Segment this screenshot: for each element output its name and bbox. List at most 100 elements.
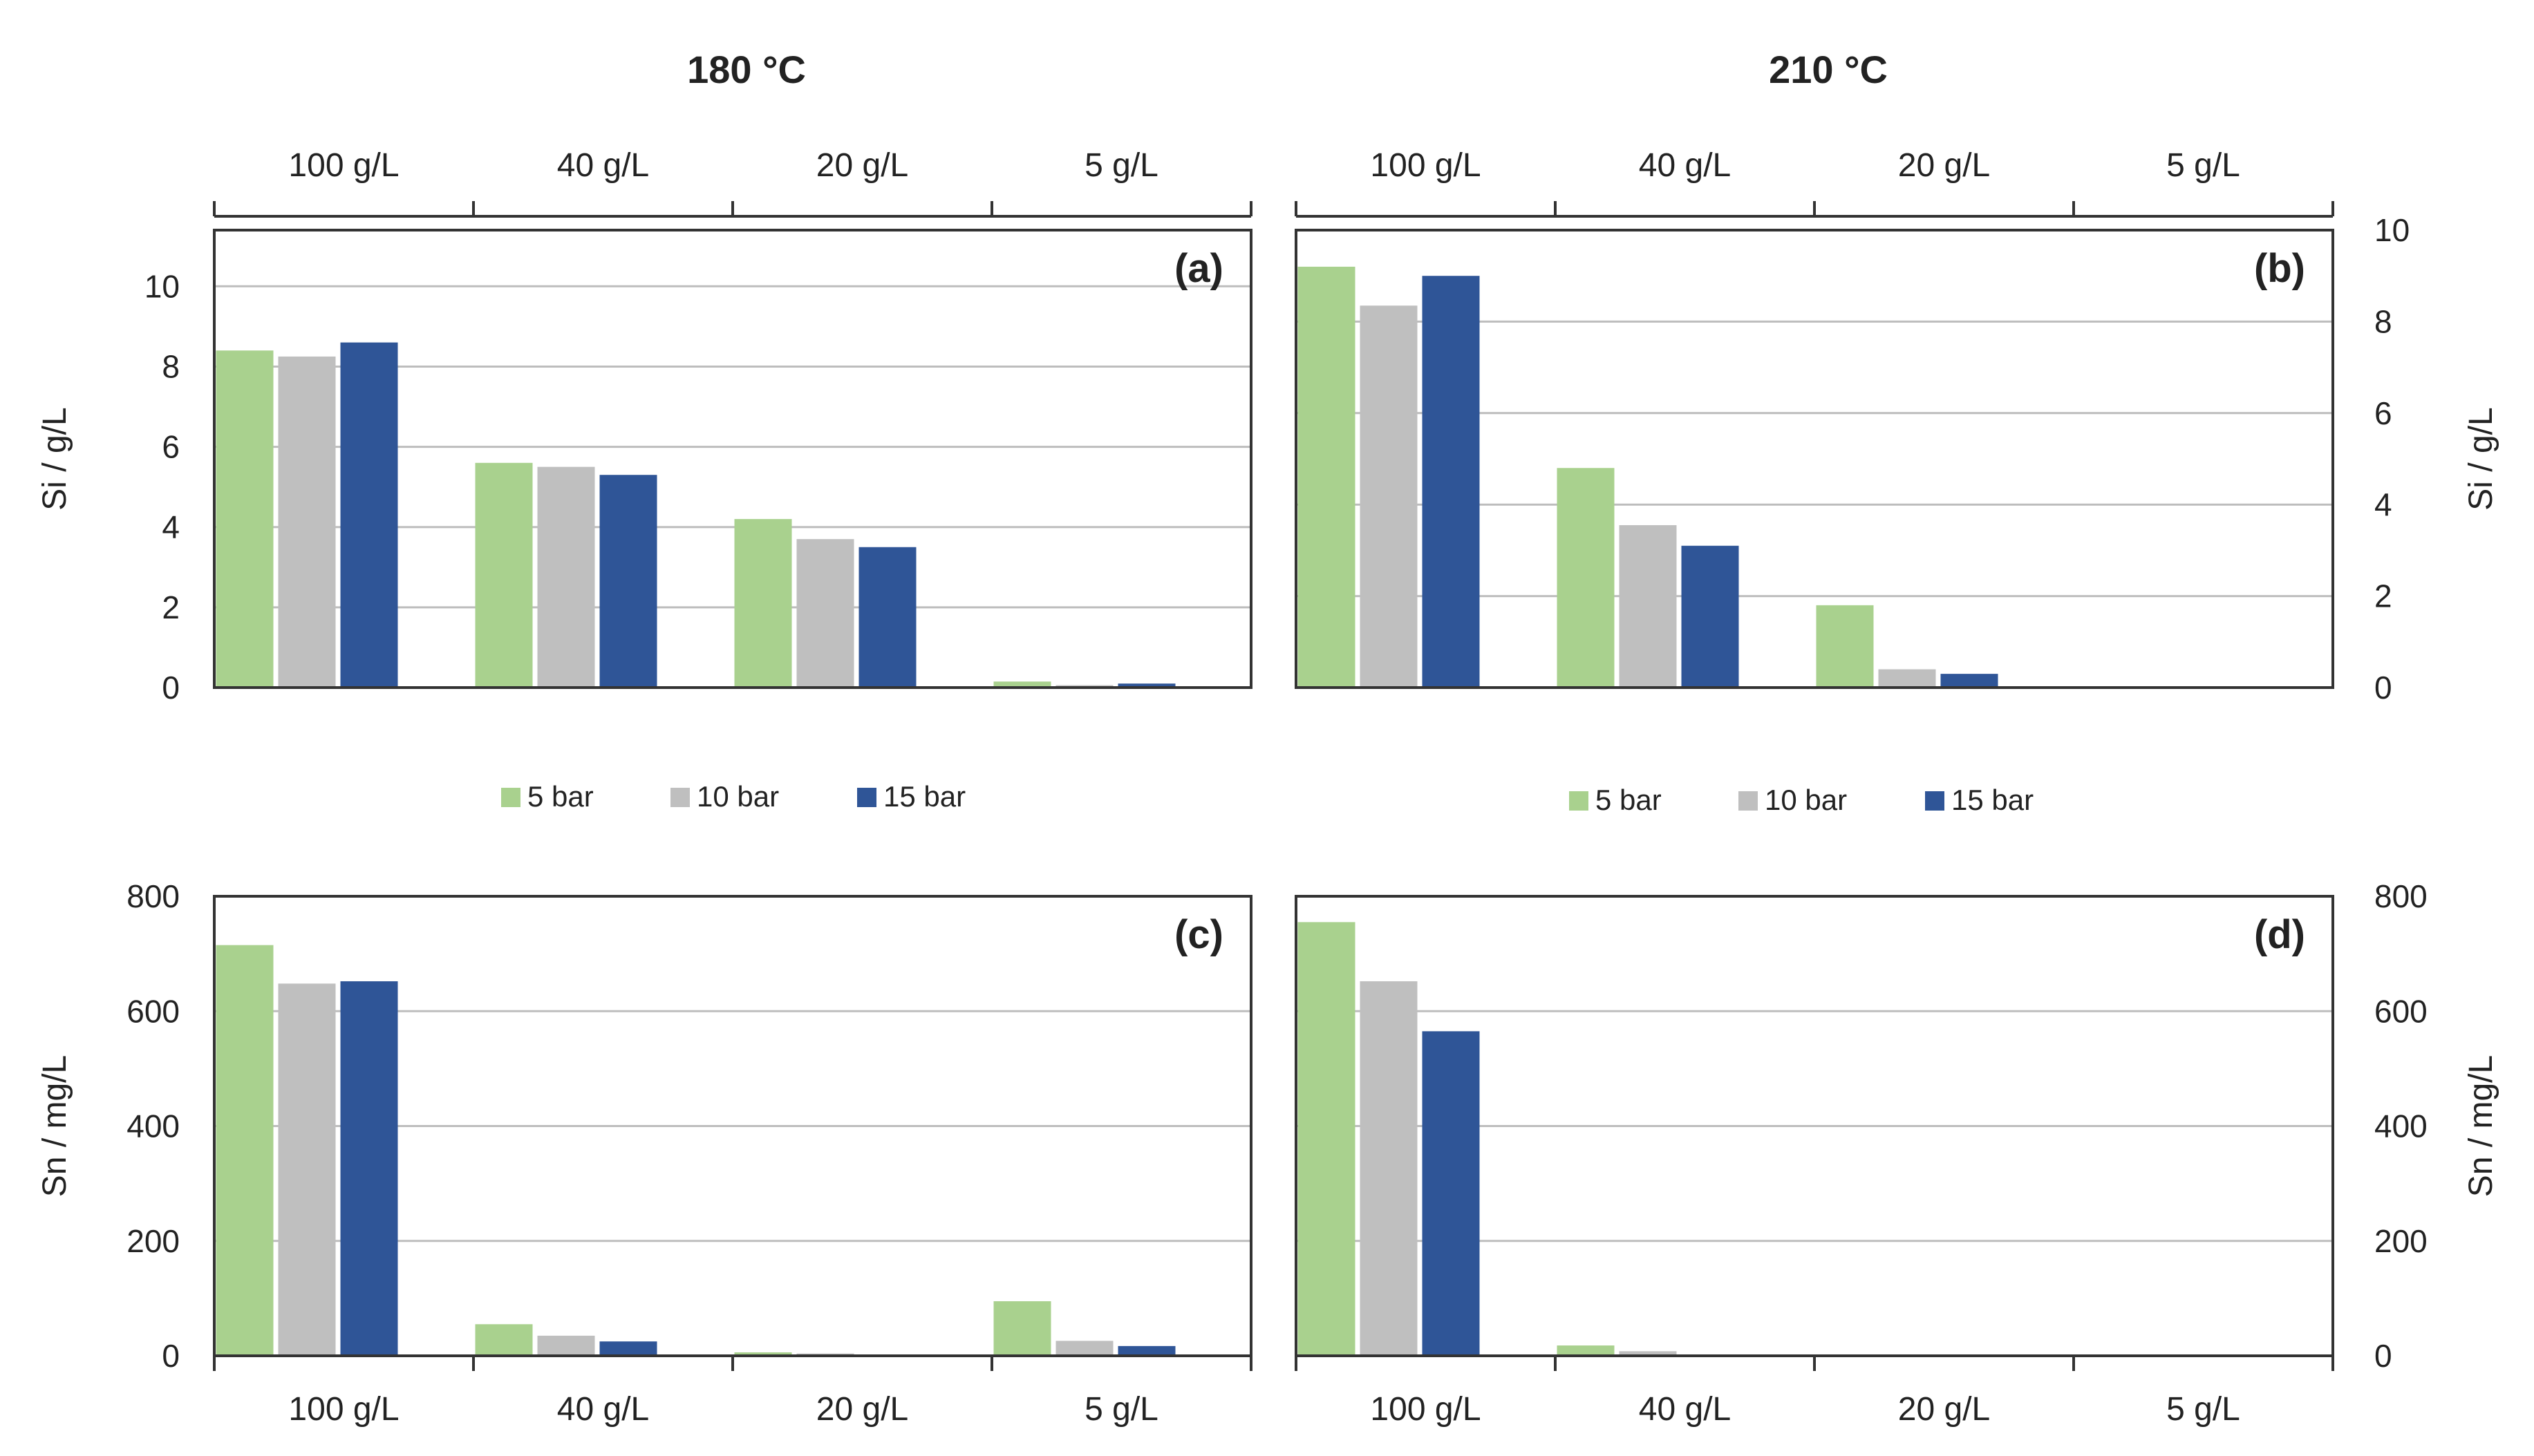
y-tick-label: 6 [2374, 395, 2392, 431]
bar-a-5-bar-2 [734, 519, 792, 688]
legend-swatch [1569, 791, 1588, 811]
bar-c-15-bar-0 [340, 981, 398, 1356]
bar-b-5-bar-2 [1816, 605, 1874, 688]
bar-a-15-bar-3 [1118, 683, 1176, 688]
category-label: 5 g/L [2166, 147, 2240, 184]
legend-swatch [1925, 791, 1944, 811]
y-tick-label: 600 [126, 993, 180, 1029]
y-tick-label: 400 [2374, 1108, 2428, 1144]
bar-c-10-bar-0 [278, 983, 336, 1356]
y-axis-label: Sn / mg/L [2463, 1055, 2499, 1197]
bar-b-10-bar-2 [1878, 669, 1936, 688]
y-tick-label: 8 [2374, 303, 2392, 339]
column-title-right: 210 °C [1769, 48, 1888, 91]
category-label: 100 g/L [288, 1391, 399, 1428]
legend-label: 15 bar [883, 780, 966, 813]
category-label: 20 g/L [816, 1391, 908, 1428]
y-axis-label: Si / g/L [37, 407, 73, 510]
legend-swatch [1738, 791, 1758, 811]
plot-frame [1295, 229, 2334, 689]
bar-a-10-bar-0 [278, 356, 336, 688]
y-tick-label: 10 [2374, 212, 2410, 248]
y-tick-label: 800 [2374, 878, 2428, 914]
bar-a-10-bar-1 [537, 466, 595, 688]
bar-d-15-bar-0 [1422, 1031, 1480, 1356]
y-axis-label: Sn / mg/L [37, 1055, 73, 1197]
category-label: 100 g/L [288, 147, 399, 184]
bar-d-10-bar-0 [1360, 981, 1418, 1356]
bar-b-5-bar-0 [1297, 266, 1355, 688]
bar-c-5-bar-2 [734, 1352, 792, 1356]
y-axis-label: Si / g/L [2463, 407, 2499, 510]
y-tick-label: 600 [2374, 993, 2428, 1029]
bar-a-5-bar-1 [475, 462, 533, 688]
legend-right: 5 bar 10 bar 15 bar [1569, 784, 2034, 816]
category-label: 5 g/L [2166, 1391, 2240, 1428]
y-tick-label: 400 [126, 1108, 180, 1144]
legend-swatch [857, 788, 876, 807]
y-tick-label: 0 [2374, 1338, 2392, 1374]
bar-b-10-bar-1 [1619, 524, 1677, 688]
y-tick-label: 6 [162, 429, 180, 465]
category-label: 40 g/L [557, 147, 649, 184]
legends: 5 bar 10 bar 15 bar 5 bar 10 bar 15 bar [501, 780, 2034, 816]
bar-b-5-bar-1 [1557, 468, 1615, 688]
y-tick-label: 2 [2374, 578, 2392, 614]
chart-panel-a: 0 2 4 6 8 10 Si / g/L 100 g/L 40 g/L 20 g/L 5 g/L (… [37, 147, 1252, 706]
bar-b-15-bar-1 [1681, 545, 1739, 688]
category-label: 100 g/L [1370, 147, 1481, 184]
legend-label: 10 bar [1765, 784, 1847, 816]
chart-panel-c: 0 200 400 600 800 Sn / mg/L 100 g/L 40 g/L 20 g/… [37, 878, 1252, 1428]
bar-c-15-bar-3 [1118, 1345, 1176, 1356]
bar-c-15-bar-1 [599, 1341, 657, 1356]
bar-a-10-bar-2 [796, 539, 854, 688]
y-tick-label: 4 [162, 509, 180, 545]
category-label: 40 g/L [1639, 1391, 1731, 1428]
category-label: 5 g/L [1085, 147, 1158, 184]
panel-tag: (c) [1174, 912, 1223, 957]
legend-label: 5 bar [527, 780, 594, 813]
y-tick-label: 0 [162, 1338, 180, 1374]
category-label: 40 g/L [1639, 147, 1731, 184]
bar-c-10-bar-1 [537, 1335, 595, 1356]
bar-a-15-bar-1 [599, 475, 657, 688]
chart-panels: 0 2 4 6 8 10 Si / g/L 100 g/L 40 g/L 20 g/L 5 g/L (… [37, 147, 2499, 1428]
y-tick-label: 0 [2374, 670, 2392, 706]
bar-c-10-bar-3 [1055, 1341, 1114, 1356]
y-tick-label: 8 [162, 348, 180, 384]
y-tick-label: 200 [2374, 1223, 2428, 1259]
legend-left: 5 bar 10 bar 15 bar [501, 780, 966, 813]
chart-panel-d: 0 200 400 600 800 Sn / mg/L 100 g/L 40 g/L 20 g/… [1295, 878, 2499, 1428]
y-tick-label: 800 [126, 878, 180, 914]
bar-b-15-bar-0 [1422, 276, 1480, 688]
bar-c-5-bar-0 [216, 945, 274, 1356]
legend-label: 5 bar [1595, 784, 1662, 816]
category-label: 20 g/L [1898, 1391, 1990, 1428]
legend-swatch [670, 788, 690, 807]
category-label: 40 g/L [557, 1391, 649, 1428]
plot-frame [213, 229, 1252, 689]
column-title-left: 180 °C [687, 48, 806, 91]
category-label: 20 g/L [816, 147, 908, 184]
y-tick-label: 10 [144, 268, 180, 304]
bar-c-5-bar-3 [993, 1301, 1051, 1356]
legend-label: 15 bar [1951, 784, 2034, 816]
y-tick-label: 0 [162, 670, 180, 706]
bar-b-15-bar-2 [1940, 674, 1998, 688]
bar-a-15-bar-0 [340, 342, 398, 688]
legend-swatch [501, 788, 520, 807]
legend-label: 10 bar [697, 780, 779, 813]
category-label: 100 g/L [1370, 1391, 1481, 1428]
bar-a-15-bar-2 [858, 547, 917, 688]
chart-panel-b: 0 2 4 6 8 10 Si / g/L 100 g/L 40 g/L 20 g/L 5 g/L (… [1295, 147, 2499, 706]
bar-b-10-bar-0 [1360, 305, 1418, 688]
bar-d-5-bar-0 [1297, 922, 1355, 1356]
panel-tag: (a) [1174, 246, 1223, 291]
panel-tag: (b) [2254, 246, 2305, 291]
category-label: 5 g/L [1085, 1391, 1158, 1428]
bar-d-10-bar-1 [1619, 1351, 1677, 1356]
bar-c-5-bar-1 [475, 1324, 533, 1356]
category-label: 20 g/L [1898, 147, 1990, 184]
y-tick-label: 200 [126, 1223, 180, 1259]
